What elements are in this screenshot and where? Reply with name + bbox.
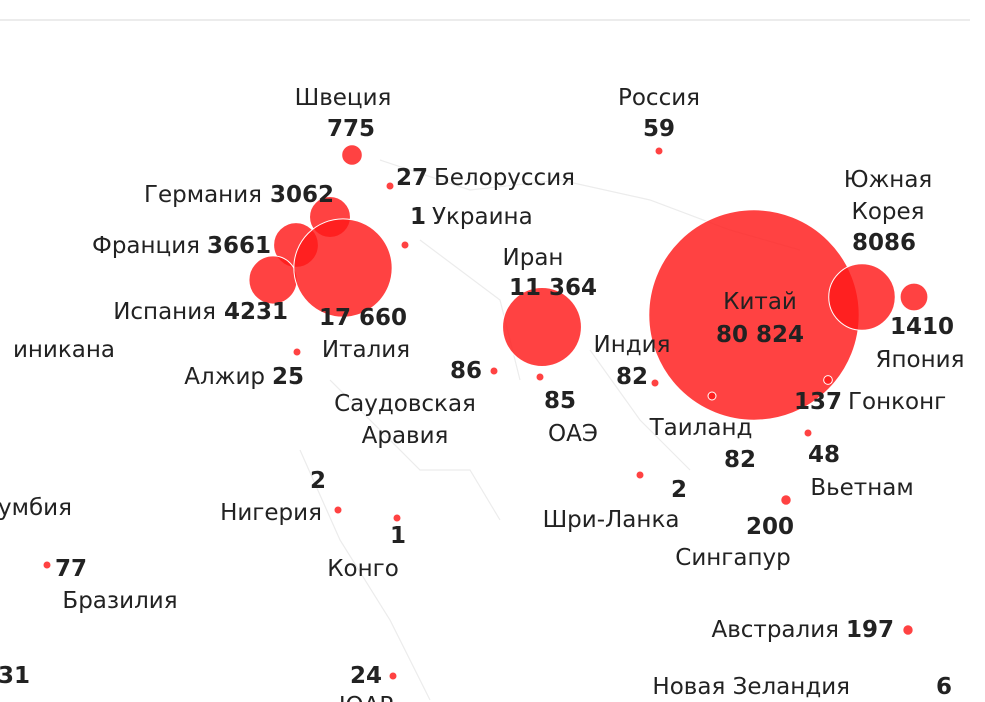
value-label: 6 (936, 674, 953, 700)
bubble (293, 218, 393, 318)
country-label: Япония (875, 347, 965, 373)
value-label: 24 (349, 663, 383, 689)
bubble (292, 347, 302, 357)
value-label: 80 824 (715, 322, 805, 348)
country-label: Шри-Ланка (542, 507, 680, 533)
country-label: Италия (321, 337, 411, 363)
bubble (828, 263, 896, 331)
value-label: 4231 (224, 299, 289, 325)
value-label: 2 (309, 468, 327, 494)
bubble (489, 366, 499, 376)
value-label: 17 660 (318, 305, 408, 331)
bubble (502, 287, 582, 367)
country-label: ОАЭ (548, 421, 598, 447)
value-label: 197 (846, 617, 895, 643)
country-label: Алжир (184, 364, 265, 390)
value-label: 59 (642, 116, 676, 142)
value-label: 137 (793, 389, 842, 415)
bubble (400, 240, 410, 250)
bubble (341, 144, 363, 166)
value-label: 11 364 (508, 275, 598, 301)
bubble (780, 494, 792, 506)
country-label: Конго (327, 556, 399, 582)
country-label: Китай (723, 289, 797, 315)
country-label: Нигерия (220, 500, 322, 526)
country-label: Украина (432, 204, 533, 230)
value-label: 3062 (270, 182, 335, 208)
country-label: Германия (143, 182, 262, 208)
value-label: 82 (615, 364, 649, 390)
country-label: Новая Зеландия (652, 674, 850, 700)
value-label: 1 (409, 204, 426, 230)
value-label: 8086 (851, 230, 917, 256)
country-label: умбия (0, 495, 72, 521)
bubble (654, 146, 664, 156)
country-label: Таиланд (649, 415, 753, 441)
country-label: ЮАР (339, 690, 393, 702)
bubble (635, 470, 645, 480)
value-label: 77 (54, 556, 88, 582)
value-label: 27 (395, 165, 428, 191)
country-label: Белоруссия (434, 165, 575, 191)
value-label: 200 (745, 514, 795, 540)
bubble (650, 378, 660, 388)
country-label: Россия (617, 85, 701, 111)
value-label: 1410 (889, 314, 955, 340)
value-label: 1 (389, 523, 407, 549)
country-label: Вьетнам (810, 475, 914, 501)
value-label: 775 (326, 116, 376, 142)
bubble (535, 372, 545, 382)
country-label: Саудовская Аравия (334, 391, 476, 449)
value-label: 31 (0, 663, 31, 689)
country-label: Швеция (294, 85, 392, 111)
value-label: 25 (272, 364, 305, 390)
value-label: 3661 (207, 233, 272, 259)
bubble (385, 181, 395, 191)
country-label: Франция (92, 233, 200, 259)
country-label: Иран (502, 245, 564, 271)
country-label: Бразилия (62, 588, 178, 614)
country-label: иникана (12, 337, 115, 363)
country-label: Индия (593, 332, 671, 358)
bubble (902, 624, 914, 636)
value-label: 82 (723, 447, 757, 473)
value-label: 86 (449, 358, 483, 384)
bubble (42, 560, 52, 570)
bubble (823, 375, 833, 385)
value-label: 85 (543, 388, 577, 414)
bubble (333, 505, 343, 515)
value-label: 2 (670, 477, 688, 503)
country-label: Австралия (711, 617, 839, 643)
bubble (707, 391, 717, 401)
country-label: Испания (113, 299, 216, 325)
value-label: 48 (807, 442, 841, 468)
bubble (388, 671, 398, 681)
bubble (899, 282, 929, 312)
bubble (392, 513, 402, 523)
country-label: Южная Корея (843, 167, 933, 225)
bubble (803, 428, 813, 438)
country-label: Сингапур (675, 545, 791, 571)
country-label: Гонконг (848, 389, 947, 415)
border-lines (299, 159, 801, 701)
